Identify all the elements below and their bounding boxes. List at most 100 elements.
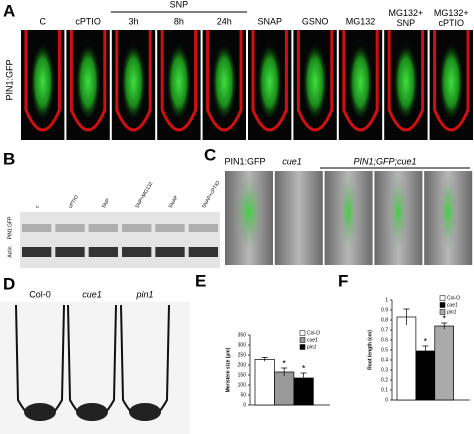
band xyxy=(188,247,218,257)
root-outline xyxy=(24,30,61,132)
legend-swatch xyxy=(439,302,446,308)
y-tick-label: 300 xyxy=(238,342,247,348)
legend-swatch xyxy=(299,330,306,336)
legend-label: Col-O xyxy=(307,330,320,336)
legend-label: Col-O xyxy=(447,295,460,301)
legend-swatch xyxy=(439,309,446,315)
lane-label: c xyxy=(34,204,41,210)
legend-label: cue1 xyxy=(447,302,458,308)
root-outline xyxy=(206,30,243,132)
row-label: Actin xyxy=(7,246,13,257)
band xyxy=(155,224,185,232)
y-tick-label: 0.7 xyxy=(381,327,388,333)
root-outline xyxy=(251,30,288,132)
legend-swatch xyxy=(299,337,306,343)
y-tick-label: 0 xyxy=(243,402,246,408)
y-tick-label: 200 xyxy=(238,362,247,368)
gfp-signal xyxy=(389,174,408,250)
significance-marker: * xyxy=(302,363,306,373)
band xyxy=(22,247,52,257)
column-label: 8h xyxy=(174,16,184,26)
panel-letter: E xyxy=(195,271,206,290)
y-tick-label: 50 xyxy=(240,392,246,398)
root-tip xyxy=(24,403,56,421)
bar xyxy=(396,316,417,401)
band xyxy=(55,224,85,232)
band xyxy=(122,224,152,232)
row-label: PIN1:GFP xyxy=(7,216,13,239)
gfp-signal xyxy=(235,174,263,250)
y-tick-label: 0 xyxy=(385,397,388,403)
panel-letter: B xyxy=(3,149,15,168)
column-label: 24h xyxy=(217,16,232,26)
gfp-signal xyxy=(29,38,56,118)
panel-letter: D xyxy=(3,274,15,293)
band xyxy=(22,224,52,232)
y-tick-label: 0.3 xyxy=(381,367,388,373)
y-tick-label: 0.5 xyxy=(381,347,388,353)
gfp-signal xyxy=(256,38,283,118)
error-bar xyxy=(281,367,288,376)
error-bar xyxy=(300,372,307,383)
column-label: cPTIO xyxy=(75,16,101,26)
legend-swatch xyxy=(299,344,306,350)
gfp-signal xyxy=(211,38,238,118)
row-label: PIN1:GFP xyxy=(4,59,14,100)
legend-swatch xyxy=(439,295,446,301)
group-label: SNP xyxy=(170,0,189,9)
y-axis-label: Meristem size (µm) xyxy=(225,347,231,392)
y-tick-label: 0.8 xyxy=(381,317,388,323)
image-label: cue1 xyxy=(282,156,302,166)
column-label: 3h xyxy=(128,16,138,26)
lane-label: SNAP+cPTIO xyxy=(201,180,222,210)
lane-label: SNP xyxy=(101,197,112,209)
error-bar xyxy=(261,357,268,362)
band xyxy=(155,247,185,257)
lane-label: SNP+MG132 xyxy=(134,181,154,210)
column-label: C xyxy=(39,16,46,26)
bar xyxy=(415,350,436,401)
legend-label: pin1 xyxy=(446,309,457,315)
y-tick-label: 250 xyxy=(238,352,247,358)
y-tick-label: 0.9 xyxy=(381,307,388,313)
significance-marker: * xyxy=(424,336,428,346)
gfp-signal xyxy=(439,174,458,250)
y-tick-label: 0.2 xyxy=(381,377,388,383)
gfp-signal xyxy=(75,38,101,118)
root-outline xyxy=(69,30,107,132)
band xyxy=(122,247,152,257)
error-bar xyxy=(422,345,429,356)
y-tick-label: 350 xyxy=(238,332,247,338)
gfp-signal xyxy=(347,38,374,118)
error-bar xyxy=(441,322,448,329)
microscopy-image xyxy=(274,171,323,265)
gfp-signal xyxy=(120,38,147,118)
root-outline xyxy=(387,30,425,132)
bar xyxy=(254,359,275,406)
image-label: cue1 xyxy=(82,289,102,299)
significance-marker: * xyxy=(442,313,446,323)
bar xyxy=(274,371,295,406)
root-tip xyxy=(76,403,108,421)
column-label: MG132+ SNP xyxy=(389,8,424,28)
band xyxy=(88,224,118,232)
panel-letter: C xyxy=(204,145,216,164)
band xyxy=(88,247,118,257)
root-outline xyxy=(115,30,152,132)
column-label: MG132 xyxy=(346,16,376,26)
lane-label: SNAP xyxy=(168,194,180,209)
y-tick-label: 150 xyxy=(238,372,247,378)
legend-label: pin1 xyxy=(306,344,317,350)
gfp-signal xyxy=(166,38,192,118)
y-tick-label: 100 xyxy=(238,382,247,388)
significance-marker: * xyxy=(282,358,286,368)
gfp-signal xyxy=(393,38,419,118)
panel-letter: F xyxy=(338,271,348,290)
band xyxy=(188,224,218,232)
band xyxy=(55,247,85,257)
y-tick-label: 0.4 xyxy=(381,357,388,363)
root-outline xyxy=(342,30,379,132)
error-bar xyxy=(403,308,410,325)
image-label: pin1 xyxy=(135,289,153,299)
